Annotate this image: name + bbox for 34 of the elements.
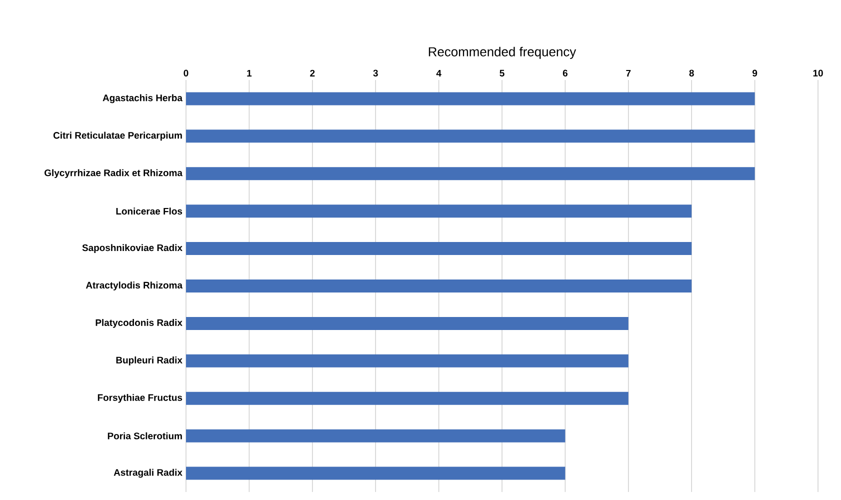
- bar: [186, 167, 755, 180]
- y-tick-label: Poria Sclerotium: [108, 432, 182, 440]
- bar: [186, 130, 755, 143]
- bar: [186, 354, 628, 368]
- bar: [186, 429, 566, 442]
- x-tick-label: 0: [184, 70, 188, 76]
- x-axis-title: Recommended frequency: [428, 46, 576, 59]
- bar: [186, 280, 692, 293]
- x-tick-label: 5: [500, 70, 504, 76]
- bar: [186, 242, 692, 256]
- bar: [186, 466, 566, 480]
- x-tick-label: 2: [310, 70, 315, 76]
- y-tick-label: Lonicerae Flos: [116, 208, 182, 215]
- x-tick-label: 4: [436, 70, 442, 76]
- y-tick-label: Saposhnikoviae Radix: [82, 244, 182, 253]
- y-tick-label: Glycyrrhizae Radix et Rhizoma: [44, 169, 183, 178]
- y-tick-label: Agastachis Herba: [102, 94, 183, 104]
- bar: [186, 204, 692, 218]
- x-tick-label: 9: [752, 70, 758, 76]
- x-tick-label: 7: [626, 70, 631, 76]
- y-tick-label: Platycodonis Radix: [96, 319, 182, 328]
- x-tick-label: 10: [813, 70, 823, 76]
- y-tick-label: Citri Reticulatae Pericarpium: [53, 132, 182, 141]
- bar: [186, 316, 628, 330]
- x-tick-label: 3: [373, 70, 378, 76]
- y-tick-label: Atractylodis Rhizoma: [86, 282, 183, 290]
- y-tick-label: Forsythiae Fructus: [98, 394, 182, 403]
- x-tick-label: 8: [689, 70, 694, 76]
- x-tick-label: 6: [562, 70, 568, 76]
- bar: [186, 392, 628, 405]
- bar: [186, 92, 755, 106]
- y-tick-label: Bupleuri Radix: [116, 356, 182, 366]
- x-tick-label: 1: [247, 70, 252, 76]
- y-tick-label: Astragali Radix: [114, 468, 182, 478]
